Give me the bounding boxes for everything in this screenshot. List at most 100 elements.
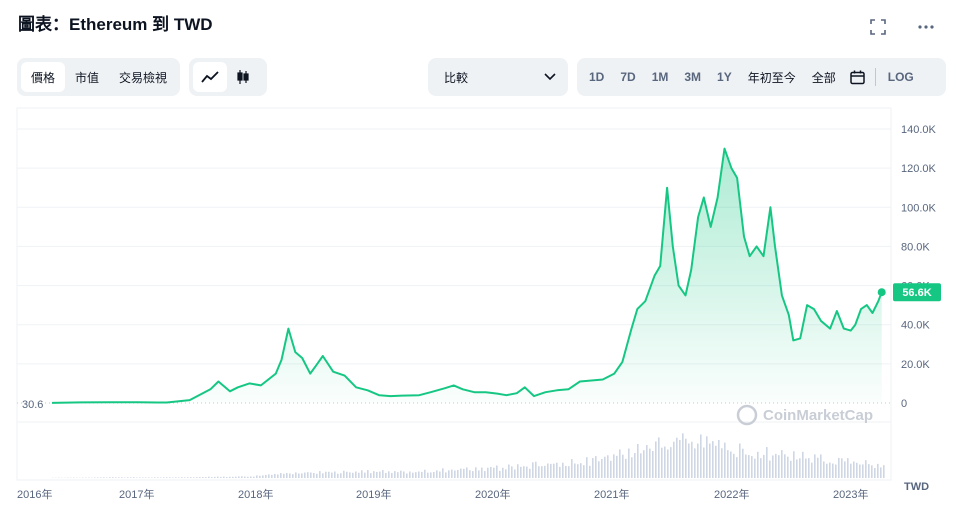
volume-bar (229, 476, 231, 478)
volume-bar (424, 469, 426, 478)
volume-bar (232, 476, 234, 478)
volume-bar (184, 477, 186, 478)
volume-bar (574, 463, 576, 478)
volume-bar (592, 458, 594, 478)
volume-bar (787, 456, 789, 478)
range-3m[interactable]: 3M (684, 70, 702, 84)
volume-bar (406, 473, 408, 478)
x-tick-label: 2023年 (833, 487, 868, 501)
volume-bar (169, 477, 171, 478)
volume-bar (493, 467, 495, 478)
volume-bar (307, 472, 309, 478)
volume-bar (205, 477, 207, 478)
volume-bar (607, 455, 609, 478)
volume-bar (154, 477, 156, 478)
volume-bar (499, 470, 501, 478)
volume-bar (202, 477, 204, 478)
volume-bar (544, 465, 546, 478)
volume-bar (595, 456, 597, 478)
volume-bar (790, 460, 792, 478)
volume-bar (133, 477, 135, 478)
volume-bar (634, 453, 636, 478)
range-1d[interactable]: 1D (589, 70, 605, 84)
volume-bar (541, 466, 543, 478)
volume-bar (250, 476, 252, 478)
y-tick-label: 80.0K (901, 241, 930, 253)
volume-bar (784, 454, 786, 478)
log-toggle[interactable]: LOG (887, 70, 914, 84)
chevron-down-icon (544, 70, 556, 84)
volume-bar (253, 476, 255, 478)
volume-bar (295, 472, 297, 478)
volume-bar (715, 445, 717, 478)
y-tick-label: 40.0K (901, 320, 930, 332)
volume-bar (361, 470, 363, 478)
volume-bar (112, 477, 114, 478)
current-price-badge (893, 283, 941, 302)
volume-bar (577, 464, 579, 478)
range-1y[interactable]: 1Y (717, 70, 732, 84)
volume-bar (814, 454, 816, 478)
volume-bar (505, 469, 507, 478)
volume-bar (337, 473, 339, 478)
volume-bar (706, 436, 708, 478)
tab-market-cap[interactable]: 市值 (75, 70, 100, 85)
volume-bar (805, 458, 807, 478)
volume-bar (661, 447, 663, 478)
volume-bar (742, 448, 744, 478)
volume-bar (682, 433, 684, 478)
volume-bar (256, 475, 258, 478)
volume-bar (463, 468, 465, 478)
range-1m[interactable]: 1M (651, 70, 669, 84)
line-chart-icon[interactable] (193, 62, 227, 92)
volume-bar (688, 443, 690, 478)
volume-bar (262, 475, 264, 478)
tab-price[interactable]: 價格 (21, 62, 66, 92)
volume-bar (799, 458, 801, 478)
volume-bar (610, 460, 612, 478)
volume-bar (721, 448, 723, 478)
volume-bar (811, 462, 813, 478)
volume-bar (220, 476, 222, 478)
volume-bar (433, 471, 435, 478)
range-7d[interactable]: 7D (620, 70, 636, 84)
volume-bar (343, 470, 345, 478)
volume-bar (193, 477, 195, 478)
volume-bar (268, 474, 270, 478)
volume-bar (334, 471, 336, 478)
tab-trading-view[interactable]: 交易檢視 (119, 70, 168, 85)
volume-bar (655, 441, 657, 478)
volume-bar (640, 453, 642, 478)
volume-bar (532, 462, 534, 478)
volume-bar (373, 471, 375, 478)
volume-bar (286, 473, 288, 478)
volume-bar (106, 477, 108, 478)
more-icon[interactable] (915, 16, 937, 38)
volume-bar (403, 471, 405, 478)
volume-bar (226, 477, 228, 478)
volume-bar (829, 462, 831, 478)
candlestick-icon[interactable] (227, 62, 259, 92)
range-ytd[interactable]: 年初至今 (747, 70, 796, 85)
volume-bar (817, 457, 819, 478)
compare-select[interactable]: 比較 (428, 58, 568, 96)
range-all[interactable]: 全部 (811, 70, 836, 85)
volume-bar (775, 453, 777, 478)
volume-bar (589, 465, 591, 478)
volume-bar (427, 472, 429, 478)
x-tick-label: 2021年 (594, 487, 629, 501)
volume-bar (178, 477, 180, 478)
volume-bar (520, 466, 522, 478)
volume-bar (538, 466, 540, 478)
fullscreen-icon[interactable] (867, 16, 889, 38)
volume-bar (211, 477, 213, 478)
volume-bar (439, 471, 441, 478)
volume-bar (724, 442, 726, 478)
volume-bar (523, 466, 525, 478)
volume-bar (166, 477, 168, 478)
calendar-icon[interactable] (844, 62, 871, 92)
volume-bar (877, 463, 879, 478)
volume-bar (109, 477, 111, 478)
volume-bar (346, 471, 348, 478)
